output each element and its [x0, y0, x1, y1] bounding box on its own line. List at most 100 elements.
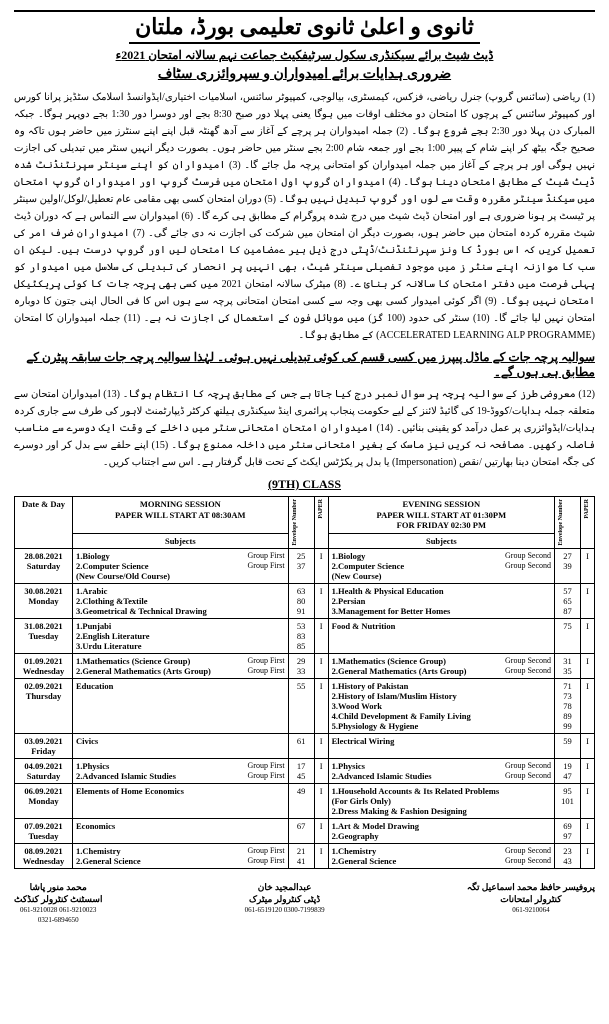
cell-envelope: 55 — [288, 678, 314, 733]
col-subjects-e: Subjects — [328, 533, 554, 548]
cell-envelope: 61 — [288, 733, 314, 758]
cell-date: 28.08.2021Saturday — [15, 548, 73, 583]
table-row: 08.09.2021Wednesday1.ChemistryGroup Firs… — [15, 843, 595, 868]
cell-paper: I — [314, 818, 328, 843]
cell-envelope: 7173788999 — [555, 678, 581, 733]
instructions-body-2: (12) معروضی طرز کے سوالیہ پرچہ پر سوال ن… — [14, 386, 595, 471]
cell-date: 04.09.2021Saturday — [15, 758, 73, 783]
table-row: 30.08.2021Monday1.Arabic2.Clothing &Text… — [15, 583, 595, 618]
cell-date: 03.09.2021Friday — [15, 733, 73, 758]
cell-paper: I — [314, 843, 328, 868]
cell-subjects: Education — [73, 678, 289, 733]
cell-paper: I — [314, 653, 328, 678]
sig-right-phones: 061-9210064 — [467, 906, 595, 916]
cell-envelope: 49 — [288, 783, 314, 818]
col-morning-head: MORNING SESSION PAPER WILL START AT 08:3… — [73, 497, 289, 534]
cell-subjects: 1.BiologyGroup First2.Computer ScienceGr… — [73, 548, 289, 583]
cell-paper: I — [314, 758, 328, 783]
cell-subjects: 1.Health & Physical Education2.Persian3.… — [328, 583, 554, 618]
sig-right: پروفیسر حافظ محمد اسماعیل تگہ کنٹرولر ام… — [467, 881, 595, 926]
cell-subjects: 1.Mathematics (Science Group)Group Secon… — [328, 653, 554, 678]
cell-envelope: 2141 — [288, 843, 314, 868]
col-date-head: Date & Day — [15, 497, 73, 549]
table-row: 02.09.2021ThursdayEducation55I1.History … — [15, 678, 595, 733]
cell-envelope: 3135 — [555, 653, 581, 678]
cell-paper: I — [581, 618, 595, 653]
cell-paper: I — [581, 653, 595, 678]
table-row: 07.09.2021TuesdayEconomics67I1.Art & Mod… — [15, 818, 595, 843]
table-row: 28.08.2021Saturday1.BiologyGroup First2.… — [15, 548, 595, 583]
top-rule — [14, 10, 595, 12]
cell-envelope: 2739 — [555, 548, 581, 583]
cell-date: 01.09.2021Wednesday — [15, 653, 73, 678]
cell-subjects: Food & Nutrition — [328, 618, 554, 653]
cell-envelope: 75 — [555, 618, 581, 653]
cell-date: 07.09.2021Tuesday — [15, 818, 73, 843]
cell-subjects: 1.ChemistryGroup First2.General ScienceG… — [73, 843, 289, 868]
cell-paper: I — [314, 678, 328, 733]
instructions-title: ضروری ہدایات برائے امیدواران و سپروائزری… — [14, 66, 595, 83]
cell-subjects: 1.BiologyGroup Second2.Computer ScienceG… — [328, 548, 554, 583]
sig-center-title: ڈپٹی کنٹرولر میٹرک — [245, 893, 325, 906]
cell-subjects: Electrical Wiring — [328, 733, 554, 758]
cell-envelope: 576587 — [555, 583, 581, 618]
cell-subjects: 1.Art & Model Drawing2.Geography — [328, 818, 554, 843]
cell-paper: I — [581, 758, 595, 783]
cell-envelope: 638091 — [288, 583, 314, 618]
cell-envelope: 2933 — [288, 653, 314, 678]
board-title: ثانوی و اعلیٰ ثانوی تعلیمی بورڈ، ملتان — [129, 14, 480, 44]
cell-paper: I — [581, 818, 595, 843]
cell-paper: I — [581, 783, 595, 818]
sig-left-phones: 061-9210028 061-9210023 0321-6894650 — [14, 906, 102, 926]
cell-date: 02.09.2021Thursday — [15, 678, 73, 733]
col-paper-head-m: PAPER — [314, 497, 328, 549]
cell-date: 06.09.2021Monday — [15, 783, 73, 818]
cell-subjects: Civics — [73, 733, 289, 758]
cell-subjects: 1.PhysicsGroup Second2.Advanced Islamic … — [328, 758, 554, 783]
datesheet-subtitle: ڈیٹ شیٹ برائے سیکنڈری سکول سرٹیفکیٹ جماع… — [14, 48, 595, 63]
cell-paper: I — [581, 843, 595, 868]
cell-date: 31.08.2021Tuesday — [15, 618, 73, 653]
instructions-body-1: (1) ریاضی (سائنس گروپ) جنرل ریاضی، فزکس،… — [14, 89, 595, 344]
cell-envelope: 59 — [555, 733, 581, 758]
col-paper-head-e: PAPER — [581, 497, 595, 549]
sig-center-name: عبدالمجید خان — [245, 881, 325, 894]
sig-left-title: اسسٹنٹ کنٹرولر کنڈکٹ — [14, 893, 102, 906]
table-row: 06.09.2021MondayElements of Home Economi… — [15, 783, 595, 818]
cell-subjects: Elements of Home Economics — [73, 783, 289, 818]
table-row: 31.08.2021Tuesday1.Punjabi2.English Lite… — [15, 618, 595, 653]
cell-paper: I — [314, 548, 328, 583]
cell-date: 30.08.2021Monday — [15, 583, 73, 618]
col-env-head-m: Envelope Number — [288, 497, 314, 549]
class-heading: (9TH) CLASS — [14, 477, 595, 492]
table-row: 04.09.2021Saturday1.PhysicsGroup First2.… — [15, 758, 595, 783]
table-row: 01.09.2021Wednesday 1.Mathematics (Scienc… — [15, 653, 595, 678]
cell-paper: I — [314, 618, 328, 653]
cell-envelope: 6997 — [555, 818, 581, 843]
signature-footer: پروفیسر حافظ محمد اسماعیل تگہ کنٹرولر ام… — [14, 881, 595, 926]
cell-paper: I — [314, 583, 328, 618]
cell-subjects: 1.Household Accounts & Its Related Probl… — [328, 783, 554, 818]
cell-envelope: 95101 — [555, 783, 581, 818]
cell-envelope: 1745 — [288, 758, 314, 783]
cell-envelope: 67 — [288, 818, 314, 843]
cell-date: 08.09.2021Wednesday — [15, 843, 73, 868]
col-env-head-e: Envelope Number — [555, 497, 581, 549]
cell-envelope: 1947 — [555, 758, 581, 783]
cell-paper: I — [581, 548, 595, 583]
sig-left-name: محمد منور پاشا — [14, 881, 102, 894]
sig-left: محمد منور پاشا اسسٹنٹ کنٹرولر کنڈکٹ 061-… — [14, 881, 102, 926]
cell-paper: I — [314, 783, 328, 818]
col-subjects-m: Subjects — [73, 533, 289, 548]
sig-center-phones: 061-6519120 0300-7199839 — [245, 906, 325, 916]
cell-subjects: Economics — [73, 818, 289, 843]
datesheet-table: Date & Day MORNING SESSION PAPER WILL ST… — [14, 496, 595, 869]
cell-paper: I — [314, 733, 328, 758]
pattern-note: سوالیہ پرچہ جات کے ماڈل پیپرز میں کسی قس… — [14, 350, 595, 380]
cell-subjects: 1.ChemistryGroup Second2.General Science… — [328, 843, 554, 868]
cell-subjects: 1.PhysicsGroup First2.Advanced Islamic S… — [73, 758, 289, 783]
sig-center: عبدالمجید خان ڈپٹی کنٹرولر میٹرک 061-651… — [245, 881, 325, 926]
cell-subjects: 1.Arabic2.Clothing &Textile3.Geometrical… — [73, 583, 289, 618]
cell-subjects: 1.History of Pakistan2.History of Islam/… — [328, 678, 554, 733]
cell-subjects: 1.Punjabi2.English Literature3.Urdu Lite… — [73, 618, 289, 653]
